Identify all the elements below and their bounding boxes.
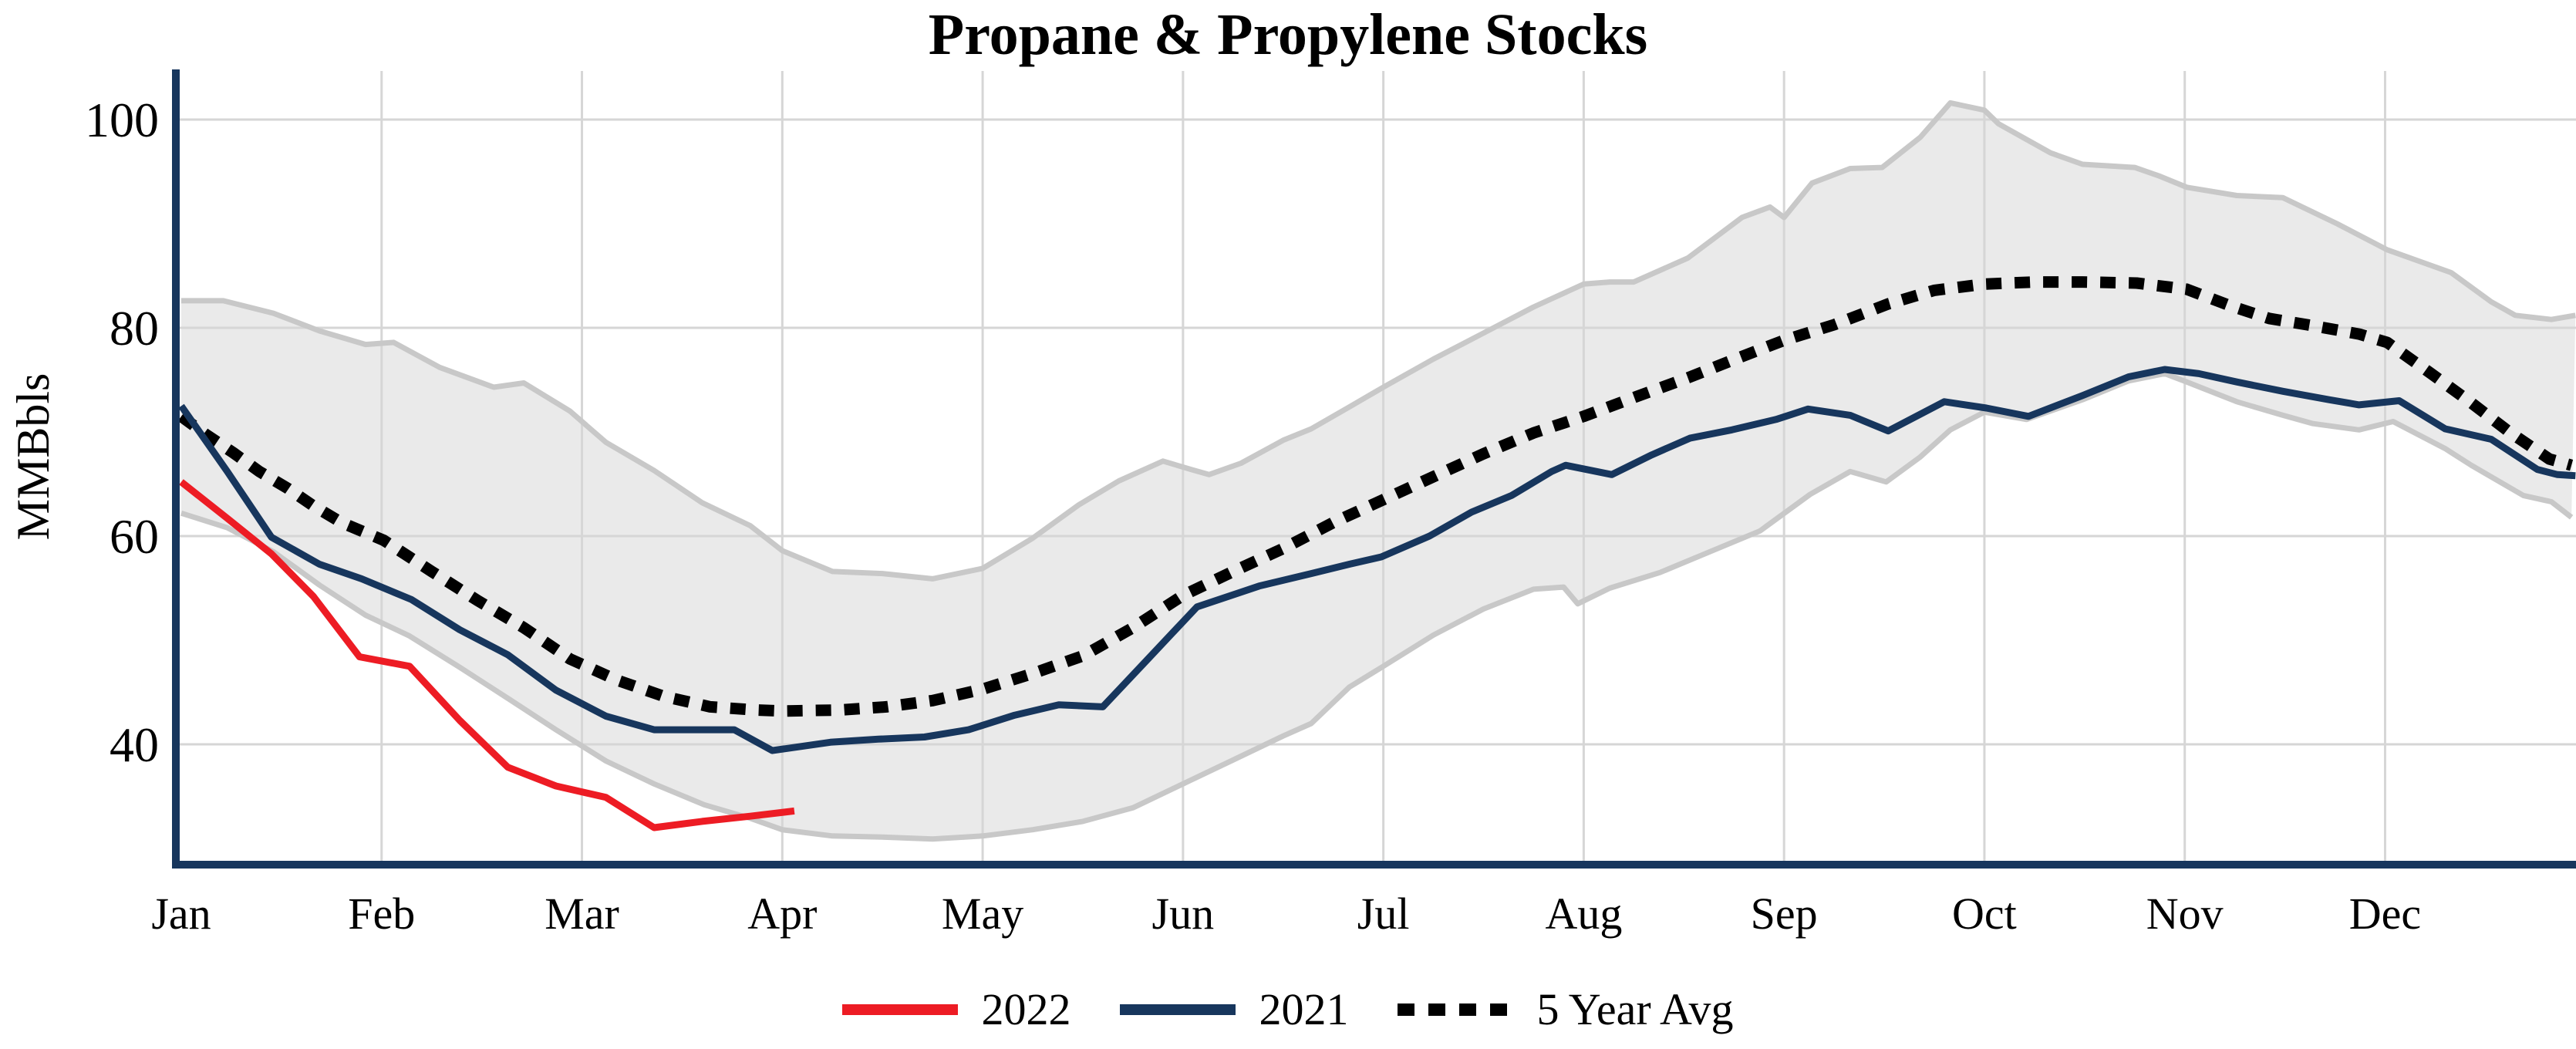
band-bottom-edge bbox=[180, 370, 2574, 842]
x-tick-label-apr: Apr bbox=[747, 889, 817, 939]
x-tick-label-feb: Feb bbox=[348, 889, 415, 939]
y-axis-label: MMBbls bbox=[8, 373, 59, 541]
legend-label-5yr-avg: 5 Year Avg bbox=[1536, 984, 1734, 1034]
x-tick-label-jul: Jul bbox=[1357, 889, 1410, 939]
x-tick-label-may: May bbox=[942, 889, 1023, 939]
x-tick-label-nov: Nov bbox=[2146, 889, 2224, 939]
legend-item-2021: 2021 bbox=[1120, 987, 1348, 1032]
x-tick-label-jun: Jun bbox=[1152, 889, 1215, 939]
legend-label-2021: 2021 bbox=[1259, 984, 1349, 1034]
legend: 2022 2021 5 Year Avg bbox=[0, 987, 2576, 1032]
legend-swatch-2022-line bbox=[842, 1004, 959, 1015]
x-tick-label-sep: Sep bbox=[1751, 889, 1818, 939]
x-tick-label-oct: Oct bbox=[1952, 889, 2017, 939]
legend-swatch-5yr-dotted-line bbox=[1398, 1003, 1514, 1016]
y-tick-label-40: 40 bbox=[110, 717, 159, 772]
legend-swatch-2021-line bbox=[1120, 1004, 1236, 1015]
x-tick-label-dec: Dec bbox=[2349, 889, 2421, 939]
legend-label-2022: 2022 bbox=[981, 984, 1071, 1034]
series-line-2021 bbox=[178, 366, 2576, 754]
y-tick-label-60: 60 bbox=[110, 509, 159, 564]
series-line-2022 bbox=[179, 479, 795, 831]
y-tick-label-80: 80 bbox=[110, 301, 159, 356]
legend-item-5yr-avg: 5 Year Avg bbox=[1398, 984, 1734, 1034]
series-line-5-year-avg bbox=[177, 276, 2574, 717]
x-tick-label-mar: Mar bbox=[545, 889, 619, 939]
chart-title: Propane & Propylene Stocks bbox=[928, 2, 1648, 67]
five-year-range-band bbox=[181, 103, 2576, 839]
band-top-edge bbox=[181, 100, 2576, 582]
y-tick-label-100: 100 bbox=[85, 93, 159, 147]
x-tick-label-jan: Jan bbox=[151, 889, 211, 939]
legend-item-2022: 2022 bbox=[842, 987, 1071, 1032]
x-tick-label-aug: Aug bbox=[1545, 889, 1622, 939]
